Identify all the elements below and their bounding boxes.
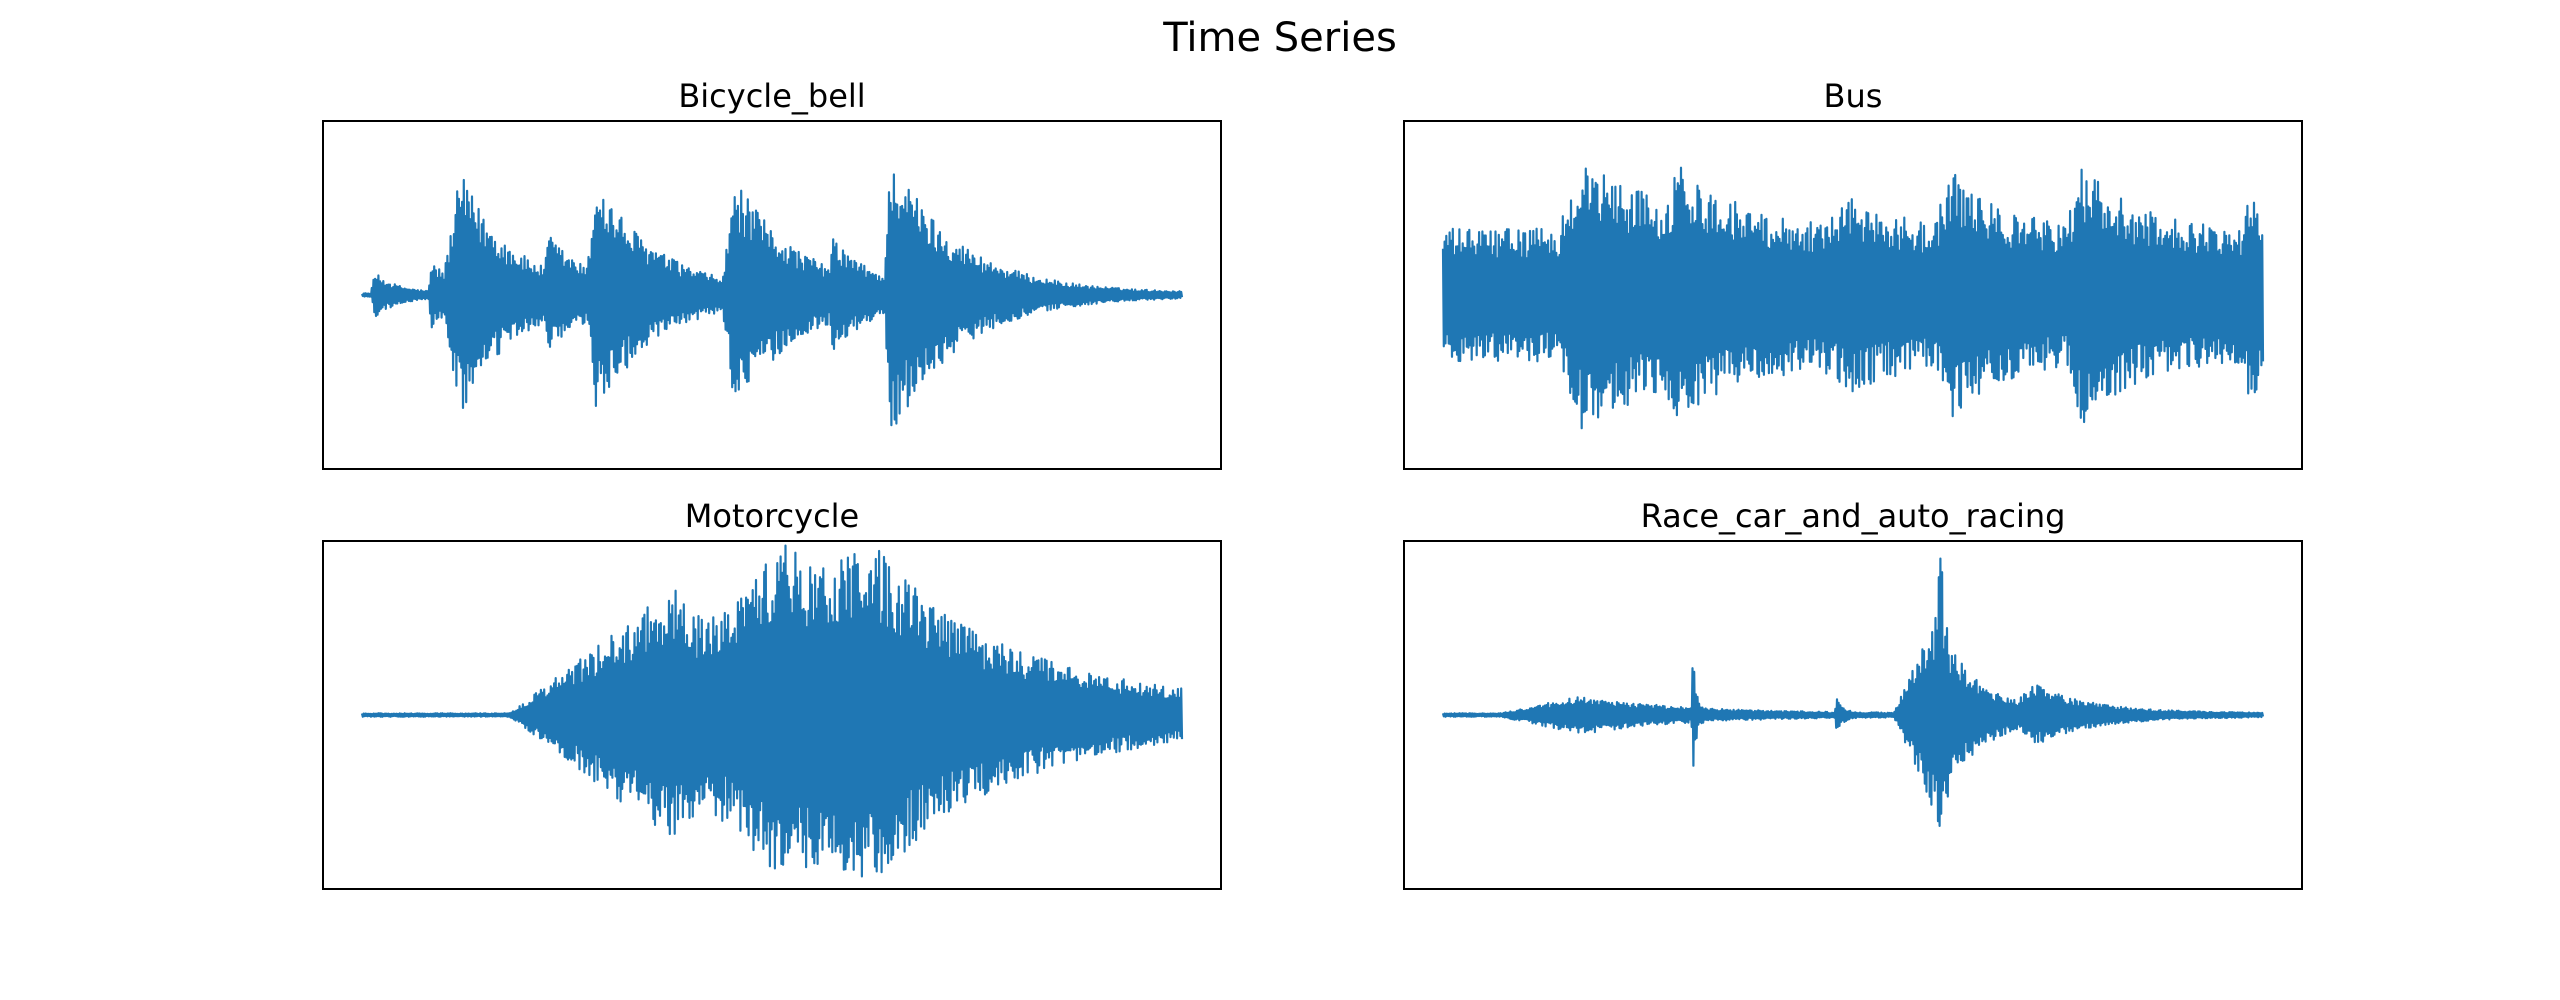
plot-area [1403,120,2303,470]
plot-area [322,120,1222,470]
waveform-line [360,544,1184,878]
subplot-title: Bicycle_bell [678,77,866,115]
axes-frame [1403,540,2303,890]
waveform-line [1441,166,2265,430]
subplot-title: Race_car_and_auto_racing [1640,497,2066,535]
subplot-bus: Bus [1403,77,2303,470]
subplot-bicycle-bell: Bicycle_bell [322,77,1222,470]
axes-frame [322,120,1222,470]
axes-frame [1403,120,2303,470]
axes-frame [322,540,1222,890]
plot-area [1403,540,2303,890]
plot-area [322,540,1222,890]
subplot-title: Bus [1823,77,1883,115]
subplot-motorcycle: Motorcycle [322,497,1222,890]
subplot-title: Motorcycle [684,497,860,535]
waveform-line [360,173,1184,427]
waveform-line [1441,557,2265,827]
figure-title: Time Series [1163,15,1397,61]
subplot-race-car: Race_car_and_auto_racing [1403,497,2303,890]
